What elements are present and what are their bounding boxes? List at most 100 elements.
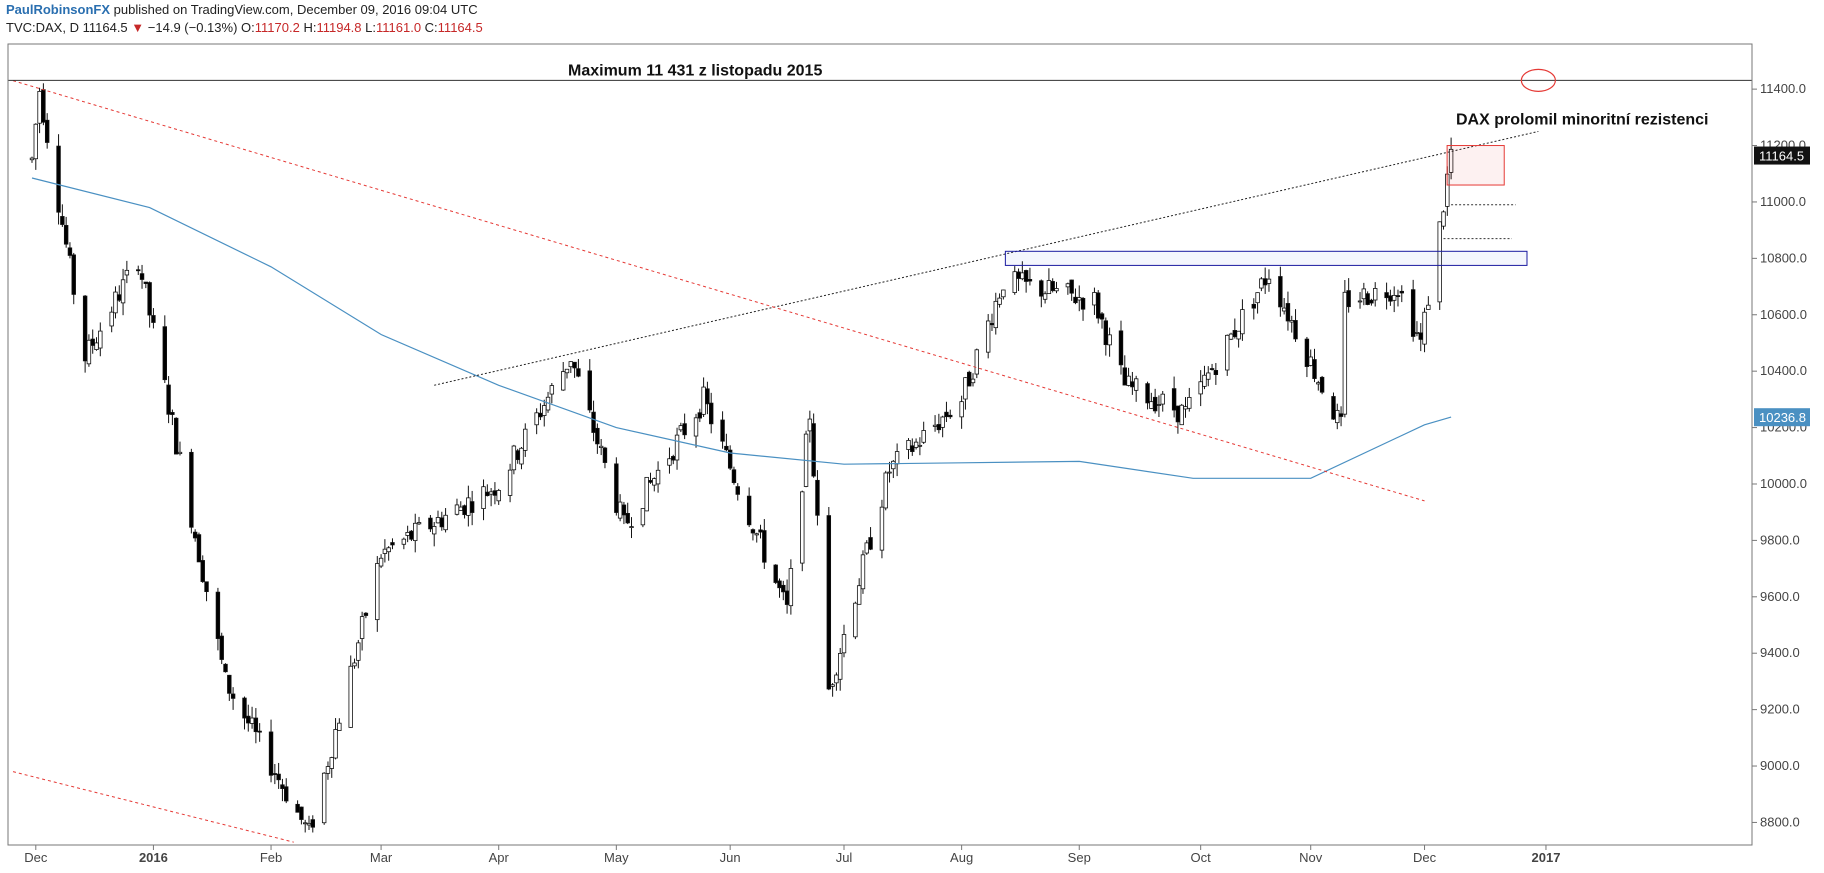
candle-body [1073, 296, 1078, 304]
high-value: 11194.8 [316, 20, 362, 35]
candle-body [1027, 279, 1033, 282]
candle-body [481, 486, 486, 509]
candle-body [1262, 278, 1268, 286]
close-value: 11164.5 [437, 20, 483, 35]
candle-body [492, 490, 498, 496]
candle-body [542, 405, 547, 416]
candle-body [1361, 288, 1367, 300]
candle-body [204, 581, 209, 593]
candle-body [963, 377, 968, 400]
candle-body [1001, 289, 1006, 298]
x-tick-label: Mar [370, 850, 393, 865]
publish-header: PaulRobinsonFX published on TradingView.… [6, 2, 478, 17]
candle-body [561, 371, 566, 391]
x-tick-label: Dec [24, 850, 48, 865]
candle-body [967, 371, 972, 387]
candle-body [302, 822, 308, 825]
candle-body [507, 469, 513, 496]
candle-body [33, 123, 38, 160]
candle-body [1149, 401, 1154, 409]
candle-body [997, 297, 1002, 305]
candle-body [428, 517, 433, 530]
candle-body [602, 447, 608, 463]
ma-price-tag: 10236.8 [1754, 408, 1810, 427]
y-tick-label: 10800.0 [1760, 250, 1807, 265]
candle-body [1399, 290, 1404, 294]
candle-body [1107, 334, 1112, 346]
candle-body [1039, 280, 1044, 297]
candle-body [215, 591, 221, 639]
candle-body [549, 385, 555, 395]
candle-body [754, 533, 759, 536]
candle-body [1338, 413, 1344, 417]
candle-body [1373, 288, 1378, 301]
candle-body [485, 491, 490, 497]
candle-body [727, 449, 733, 469]
candle-body [1418, 332, 1423, 340]
candle-body [538, 412, 543, 418]
candle-body [416, 522, 422, 525]
candle-body [230, 693, 236, 699]
plot-frame [7, 43, 1753, 846]
candle-body [1410, 289, 1416, 337]
candle-body [993, 300, 998, 329]
candle-body [758, 529, 763, 533]
time-axis[interactable]: Dec 2016 Feb Mar Apr May Jun Jul Aug Sep Oct Nov Dec… [24, 845, 1560, 865]
candle-body [363, 612, 369, 616]
candle-body [1369, 299, 1374, 304]
candle-body [921, 430, 926, 443]
candle-body [98, 330, 103, 349]
candle-body [120, 279, 126, 304]
candle-body [71, 254, 76, 295]
candle-body [280, 784, 285, 789]
candle-body [887, 471, 892, 474]
price-change: −14.9 (−0.13%) [147, 20, 238, 35]
last-price: 11164.5 [82, 20, 128, 35]
candle-body [674, 434, 680, 461]
candle-body [511, 445, 517, 471]
candle-body [1198, 381, 1203, 395]
candle-body [1099, 313, 1105, 320]
candle-body [617, 501, 623, 519]
candle-body [443, 514, 448, 531]
candle-body [413, 522, 418, 542]
candle-body [750, 529, 756, 534]
candle-body [257, 730, 262, 733]
candle-body [1422, 311, 1427, 345]
candle-body [640, 508, 646, 526]
candle-body [572, 361, 577, 369]
candle-body [139, 273, 145, 280]
candle-body [1103, 320, 1109, 346]
candle-body [652, 478, 657, 486]
candle-body [1054, 288, 1059, 292]
candle-body [466, 497, 471, 516]
y-tick-label: 9800.0 [1760, 532, 1800, 547]
low-label: L: [365, 20, 376, 35]
candle-body [1266, 278, 1272, 284]
candle-body [724, 445, 729, 451]
candle-body [1346, 290, 1351, 308]
candle-body [469, 501, 475, 513]
candle-body [815, 479, 820, 516]
author-link[interactable]: PaulRobinsonFX [6, 2, 110, 17]
candle-body [1289, 320, 1294, 323]
candle-body [1179, 404, 1184, 426]
candle-body [989, 323, 995, 326]
candle-body [811, 423, 816, 477]
candle-body [948, 414, 953, 418]
candle-body [1183, 406, 1188, 410]
candle-body [60, 216, 65, 225]
candle-body [614, 463, 619, 513]
candle-body [113, 291, 118, 314]
candle-body [1255, 292, 1260, 304]
candle-body [762, 530, 767, 563]
candle-body [1187, 397, 1192, 409]
maximum-highlight-ellipse [1520, 68, 1556, 92]
candle-body [143, 281, 149, 284]
price-axis[interactable]: 11400.011200.011000.010800.010600.010400… [1752, 81, 1807, 829]
candle-body [272, 773, 278, 775]
candle-body [705, 388, 710, 405]
candle-body [841, 634, 847, 654]
close-label: C: [424, 20, 438, 35]
